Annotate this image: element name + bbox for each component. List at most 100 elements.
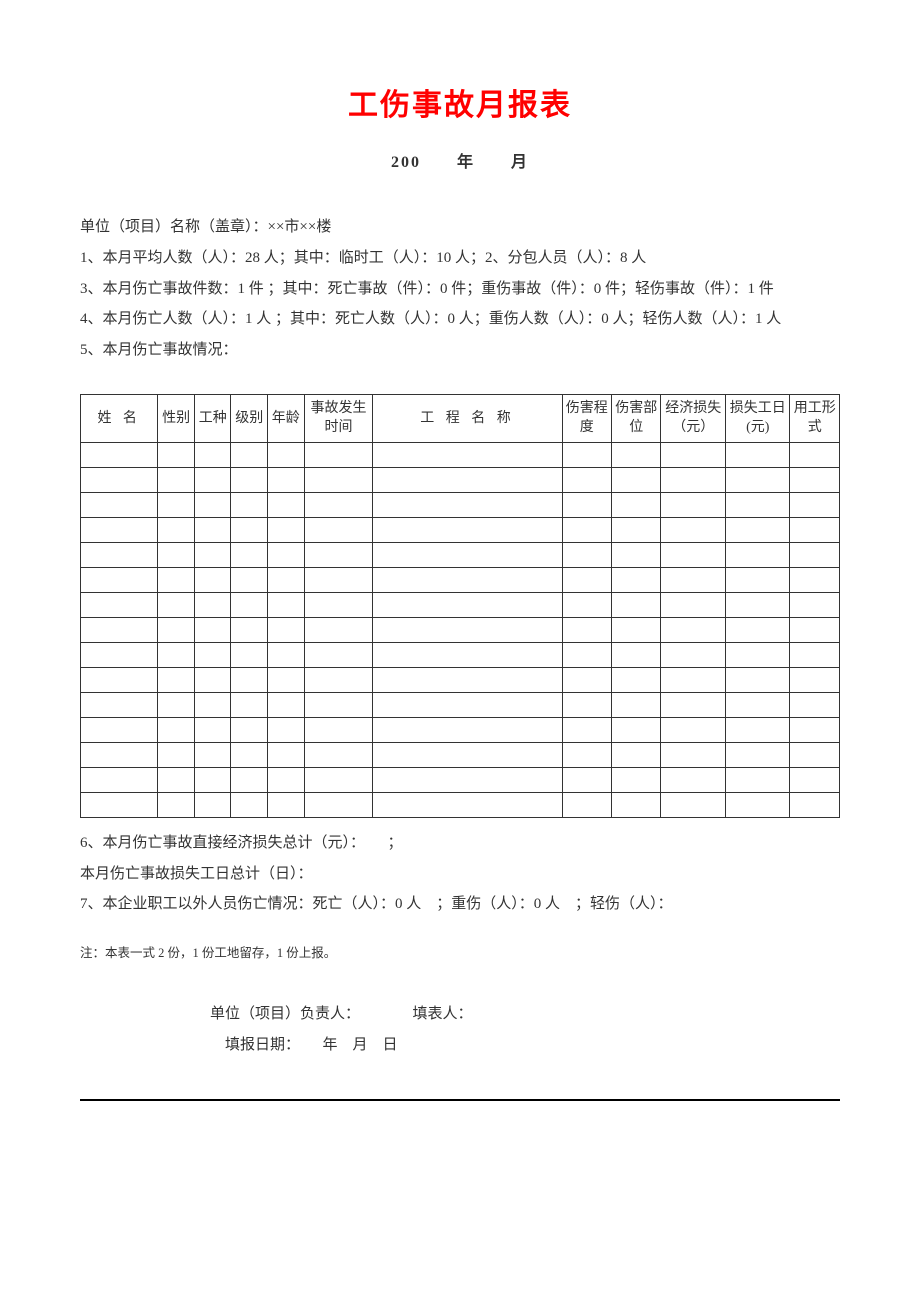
table-cell [268,517,305,542]
table-cell [194,567,231,592]
table-cell [725,592,790,617]
table-row [81,442,840,467]
table-cell [268,692,305,717]
table-cell [194,667,231,692]
table-cell [373,492,562,517]
table-cell [81,467,158,492]
table-cell [194,792,231,817]
table-cell [194,717,231,742]
table-cell [661,517,726,542]
table-cell [268,492,305,517]
table-cell [373,517,562,542]
table-cell [231,492,268,517]
table-cell [268,442,305,467]
table-cell [231,567,268,592]
table-cell [268,742,305,767]
table-cell [790,742,840,767]
table-cell [231,767,268,792]
table-cell [373,642,562,667]
table-cell [661,542,726,567]
table-cell [268,467,305,492]
table-cell [790,592,840,617]
table-cell [661,717,726,742]
table-cell [158,492,195,517]
table-cell [661,792,726,817]
th-time: 事故发生时间 [304,394,373,442]
table-cell [562,617,611,642]
table-cell [612,717,661,742]
table-cell [268,792,305,817]
table-cell [612,492,661,517]
table-cell [194,592,231,617]
table-row [81,467,840,492]
table-cell [158,442,195,467]
table-cell [612,792,661,817]
table-cell [268,617,305,642]
th-form: 用工形式 [790,394,840,442]
table-cell [373,767,562,792]
table-cell [790,442,840,467]
table-cell [304,767,373,792]
table-cell [158,617,195,642]
footer-line-6b: 本月伤亡事故损失工日总计（日）： [80,859,840,890]
table-cell [725,517,790,542]
table-cell [268,542,305,567]
table-cell [562,792,611,817]
table-row [81,542,840,567]
table-cell [612,767,661,792]
table-cell [562,442,611,467]
table-cell [790,717,840,742]
th-age: 年龄 [268,394,305,442]
table-cell [790,692,840,717]
table-cell [231,667,268,692]
table-cell [81,617,158,642]
table-cell [790,517,840,542]
table-cell [725,692,790,717]
table-cell [194,517,231,542]
table-cell [562,767,611,792]
table-cell [661,617,726,642]
table-cell [725,442,790,467]
table-cell [231,517,268,542]
table-cell [268,592,305,617]
table-cell [268,642,305,667]
table-cell [194,492,231,517]
table-row [81,667,840,692]
table-cell [661,667,726,692]
table-cell [373,717,562,742]
table-cell [725,467,790,492]
table-cell [725,667,790,692]
table-cell [373,617,562,642]
table-cell [158,517,195,542]
table-cell [81,492,158,517]
th-days: 损失工日(元) [725,394,790,442]
th-degree: 伤害程度 [562,394,611,442]
accident-table: 姓 名 性别 工种 级别 年龄 事故发生时间 工 程 名 称 伤害程度 伤害部位… [80,394,840,818]
table-cell [612,517,661,542]
table-cell [158,542,195,567]
table-cell [304,792,373,817]
table-row [81,792,840,817]
table-cell [231,592,268,617]
table-cell [725,792,790,817]
table-cell [194,742,231,767]
table-cell [562,667,611,692]
date-subtitle: 200 年 月 [80,148,840,172]
table-row [81,692,840,717]
table-cell [268,567,305,592]
table-body [81,442,840,817]
table-cell [304,467,373,492]
table-cell [231,442,268,467]
table-cell [304,542,373,567]
table-cell [304,517,373,542]
table-row [81,767,840,792]
table-cell [612,642,661,667]
table-cell [231,642,268,667]
table-cell [562,742,611,767]
info-line-unit: 单位（项目）名称（盖章）：××市××楼 [80,212,840,243]
table-cell [725,542,790,567]
info-line-5: 5、本月伤亡事故情况： [80,335,840,366]
table-cell [562,642,611,667]
info-line-4: 4、本月伤亡人数（人）：1 人 ；其中：死亡人数（人）：0 人；重伤人数（人）：… [80,304,840,335]
table-cell [725,617,790,642]
